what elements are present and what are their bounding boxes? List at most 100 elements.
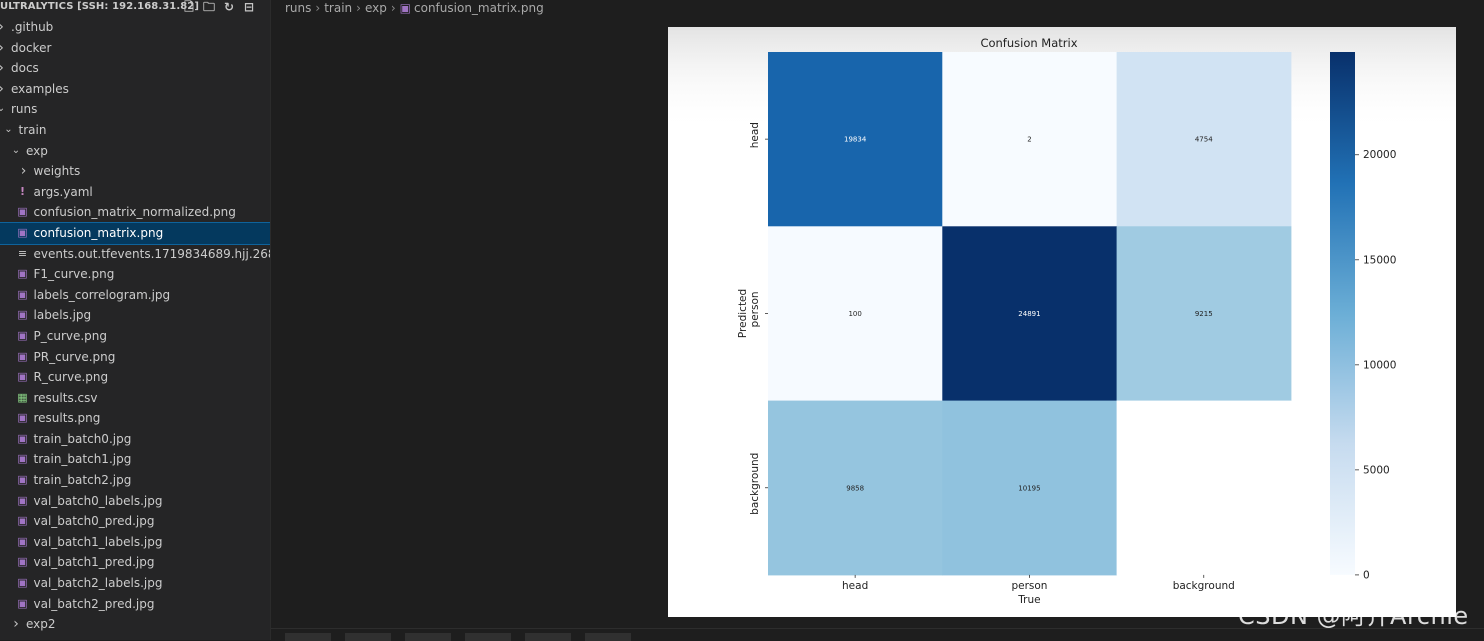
image-file-icon: ▣ [17, 308, 28, 322]
folder-item[interactable]: ⌄ train [0, 120, 270, 141]
chevron-right-icon[interactable]: › [0, 58, 6, 79]
tree-item-label: labels.jpg [33, 308, 92, 323]
colorbar-tick-label: 15000 [1363, 254, 1396, 266]
file-item[interactable]: ▣ labels_correlogram.jpg [0, 285, 270, 306]
tree-item-label: .github [11, 20, 54, 34]
image-file-icon: ▣ [17, 452, 28, 466]
refresh-icon[interactable]: ↻ [223, 0, 235, 14]
tree-item-label: events.out.tfevents.1719834689.hjj.2680.… [33, 246, 271, 261]
heatmap-cell [942, 226, 1118, 402]
file-item[interactable]: ! args.yaml [0, 182, 270, 203]
file-item[interactable]: ▣ P_curve.png [0, 326, 270, 347]
breadcrumb-item[interactable]: exp [364, 1, 387, 15]
folder-item[interactable]: › exp2 [0, 614, 270, 635]
cell-value: 9215 [1195, 310, 1213, 318]
file-item[interactable]: ▣ val_batch2_labels.jpg [0, 573, 270, 594]
tree-item-label: train [18, 122, 47, 137]
folder-item[interactable]: › examples [0, 79, 270, 100]
cell-value: 4754 [1195, 136, 1213, 144]
tree-item-label: val_batch1_pred.jpg [33, 555, 155, 570]
heatmap-cell [1116, 226, 1292, 402]
image-file-icon: ▣ [17, 473, 28, 487]
chevron-right-icon: › [356, 1, 361, 15]
heatmap-cell [768, 226, 943, 402]
cell-value: 19834 [844, 136, 867, 144]
breadcrumb-item[interactable]: train [324, 1, 353, 15]
tree-item-label: val_batch1_labels.jpg [33, 534, 163, 549]
cell-value: 10195 [1018, 484, 1040, 492]
tree-item-label: train_batch2.jpg [33, 473, 132, 488]
new-folder-icon[interactable]: 🗀 [202, 0, 215, 14]
file-item[interactable]: ▣ F1_curve.png [0, 264, 270, 285]
tree-item-label: exp2 [26, 617, 56, 632]
chevron-right-icon[interactable]: › [20, 163, 27, 180]
file-item[interactable]: ▣ R_curve.png [0, 367, 270, 388]
file-item[interactable]: ▣ PR_curve.png [0, 347, 270, 368]
image-file-icon: ▣ [17, 514, 28, 528]
file-item[interactable]: ▣ val_batch0_labels.jpg [0, 491, 270, 512]
file-item[interactable]: ▣ labels.jpg [0, 305, 270, 326]
image-file-icon: ▣ [17, 349, 28, 363]
heatmap-cell [1116, 400, 1292, 576]
collapse-all-icon[interactable]: ⊟ [243, 0, 255, 14]
new-file-icon[interactable]: 🗋 [184, 0, 194, 14]
y-tick-label: head [749, 122, 761, 148]
image-file-icon: ▣ [17, 411, 28, 425]
file-item[interactable]: ▣ val_batch1_pred.jpg [0, 552, 270, 573]
folder-item[interactable]: › weights [0, 161, 270, 182]
file-tree: › .github › docker › docs › examples ⌄ runs ⌄ train… [0, 17, 270, 635]
file-item[interactable]: ▣ train_batch2.jpg [0, 470, 270, 491]
y-tick-label: person [749, 291, 761, 327]
file-item[interactable]: ▣ train_batch1.jpg [0, 449, 270, 470]
tree-item-label: args.yaml [33, 184, 93, 199]
image-file-icon: ▣ [17, 576, 28, 590]
folder-item[interactable]: › docs [0, 58, 270, 79]
x-axis-label: True [1017, 594, 1040, 606]
chevron-right-icon[interactable]: › [0, 79, 6, 100]
chevron-down-icon[interactable]: ⌄ [0, 99, 6, 120]
image-file-icon: ▣ [17, 534, 28, 548]
chevron-right-icon[interactable]: › [0, 17, 6, 38]
chevron-right-icon: › [390, 1, 396, 15]
folder-item[interactable]: ⌄ exp [0, 141, 270, 162]
image-file-icon: ▣ [17, 267, 28, 281]
file-item[interactable]: ▦ results.csv [0, 388, 270, 409]
chevron-right-icon[interactable]: › [13, 616, 19, 633]
file-item[interactable]: ▣ val_batch0_pred.jpg [0, 511, 270, 532]
tree-item-label: F1_curve.png [33, 267, 115, 282]
tree-item-label: confusion_matrix_normalized.png [33, 205, 236, 220]
heatmap-cell [942, 52, 1118, 227]
image-file-icon: ▣ [17, 225, 28, 239]
file-item[interactable]: ▣ val_batch2_pred.jpg [0, 594, 270, 615]
x-tick-label: person [1011, 580, 1047, 592]
tree-item-label: exp [26, 143, 48, 158]
file-item[interactable]: ▣ confusion_matrix.png [0, 221, 270, 245]
explorer-actions: 🗋 🗀 ↻ ⊟ [182, 0, 262, 16]
tree-item-label: P_curve.png [33, 328, 108, 343]
confusion-matrix-chart: Confusion Matrix 19834 2 4754 100 24891 9215 98… [668, 27, 1456, 606]
heatmap-cell [768, 400, 943, 576]
breadcrumb-item[interactable]: runs [285, 1, 312, 15]
image-preview: Confusion Matrix 19834 2 4754 100 24891 9215 98… [668, 27, 1456, 617]
folder-item[interactable]: ⌄ runs [0, 99, 270, 120]
file-item[interactable]: ▣ train_batch0.jpg [0, 429, 270, 450]
breadcrumb-item[interactable]: confusion_matrix.png [414, 1, 544, 15]
colorbar-tick-label: 10000 [1363, 359, 1396, 371]
file-item[interactable]: ▣ confusion_matrix_normalized.png [0, 202, 270, 223]
tree-item-label: val_batch2_pred.jpg [33, 596, 155, 611]
file-item[interactable]: ≡ events.out.tfevents.1719834689.hjj.2680… [0, 244, 270, 265]
tree-item-label: val_batch0_pred.jpg [33, 514, 155, 529]
chevron-right-icon[interactable]: › [0, 38, 6, 59]
text-file-icon: ≡ [17, 246, 28, 260]
chevron-down-icon[interactable]: ⌄ [11, 144, 21, 156]
image-file-icon: ▣ [17, 431, 28, 445]
x-tick-label: head [842, 580, 868, 592]
file-item[interactable]: ▣ results.png [0, 408, 270, 429]
x-tick-label: background [1173, 580, 1235, 592]
folder-item[interactable]: › .github [0, 17, 270, 38]
folder-item[interactable]: › docker [0, 38, 270, 59]
file-item[interactable]: ▣ val_batch1_labels.jpg [0, 532, 270, 553]
y-axis-label: Predicted [737, 289, 749, 338]
image-file-icon: ▣ [17, 555, 28, 569]
chevron-down-icon[interactable]: ⌄ [4, 123, 13, 135]
